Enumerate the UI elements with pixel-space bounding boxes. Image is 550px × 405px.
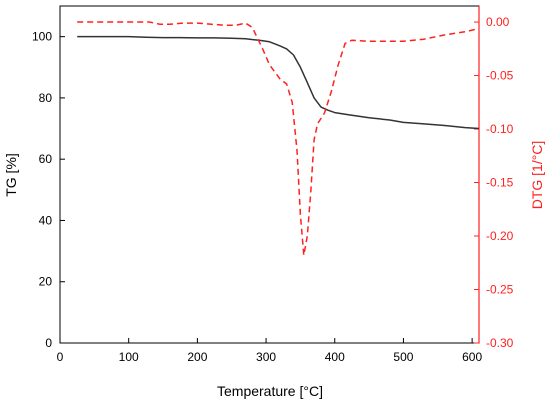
y-right-tick-label: -0.10 bbox=[486, 122, 514, 136]
x-tick-label: 400 bbox=[325, 350, 345, 364]
y-right-axis-label: DTG [1/°C] bbox=[529, 141, 545, 210]
y-right-tick-label: -0.05 bbox=[486, 69, 514, 83]
tg-series-line bbox=[77, 35, 480, 130]
plot-frame bbox=[59, 5, 480, 344]
x-axis-ticks: 0 100 200 300 400 500 600 bbox=[57, 338, 482, 364]
y-left-tick-label: 20 bbox=[39, 275, 53, 289]
y-right-tick-label: -0.25 bbox=[486, 283, 514, 297]
y-right-tick-label: -0.20 bbox=[486, 229, 514, 243]
x-tick-label: 300 bbox=[256, 350, 276, 364]
x-tick-label: 600 bbox=[462, 350, 482, 364]
y-left-tick-label: 80 bbox=[39, 91, 53, 105]
y-left-tick-label: 0 bbox=[45, 336, 52, 350]
y-left-axis-ticks: 0 20 40 60 80 100 bbox=[32, 30, 65, 350]
series-layer bbox=[77, 21, 480, 257]
x-tick-label: 200 bbox=[187, 350, 207, 364]
y-left-axis-label: TG [%] bbox=[3, 153, 19, 197]
dtg-series-line bbox=[77, 21, 480, 257]
y-left-tick-label: 40 bbox=[39, 213, 53, 227]
y-right-tick-label: -0.30 bbox=[486, 336, 514, 350]
x-tick-label: 100 bbox=[119, 350, 139, 364]
y-right-tick-label: 0.00 bbox=[486, 15, 510, 29]
x-axis-label: Temperature [°C] bbox=[217, 383, 323, 399]
y-right-tick-label: -0.15 bbox=[486, 176, 514, 190]
y-right-axis-ticks: 0.00 -0.05 -0.10 -0.15 -0.20 -0.25 -0.30 bbox=[474, 15, 514, 350]
x-tick-label: 0 bbox=[57, 350, 64, 364]
y-left-tick-label: 100 bbox=[32, 30, 52, 44]
x-tick-label: 500 bbox=[393, 350, 413, 364]
y-left-tick-label: 60 bbox=[39, 152, 53, 166]
